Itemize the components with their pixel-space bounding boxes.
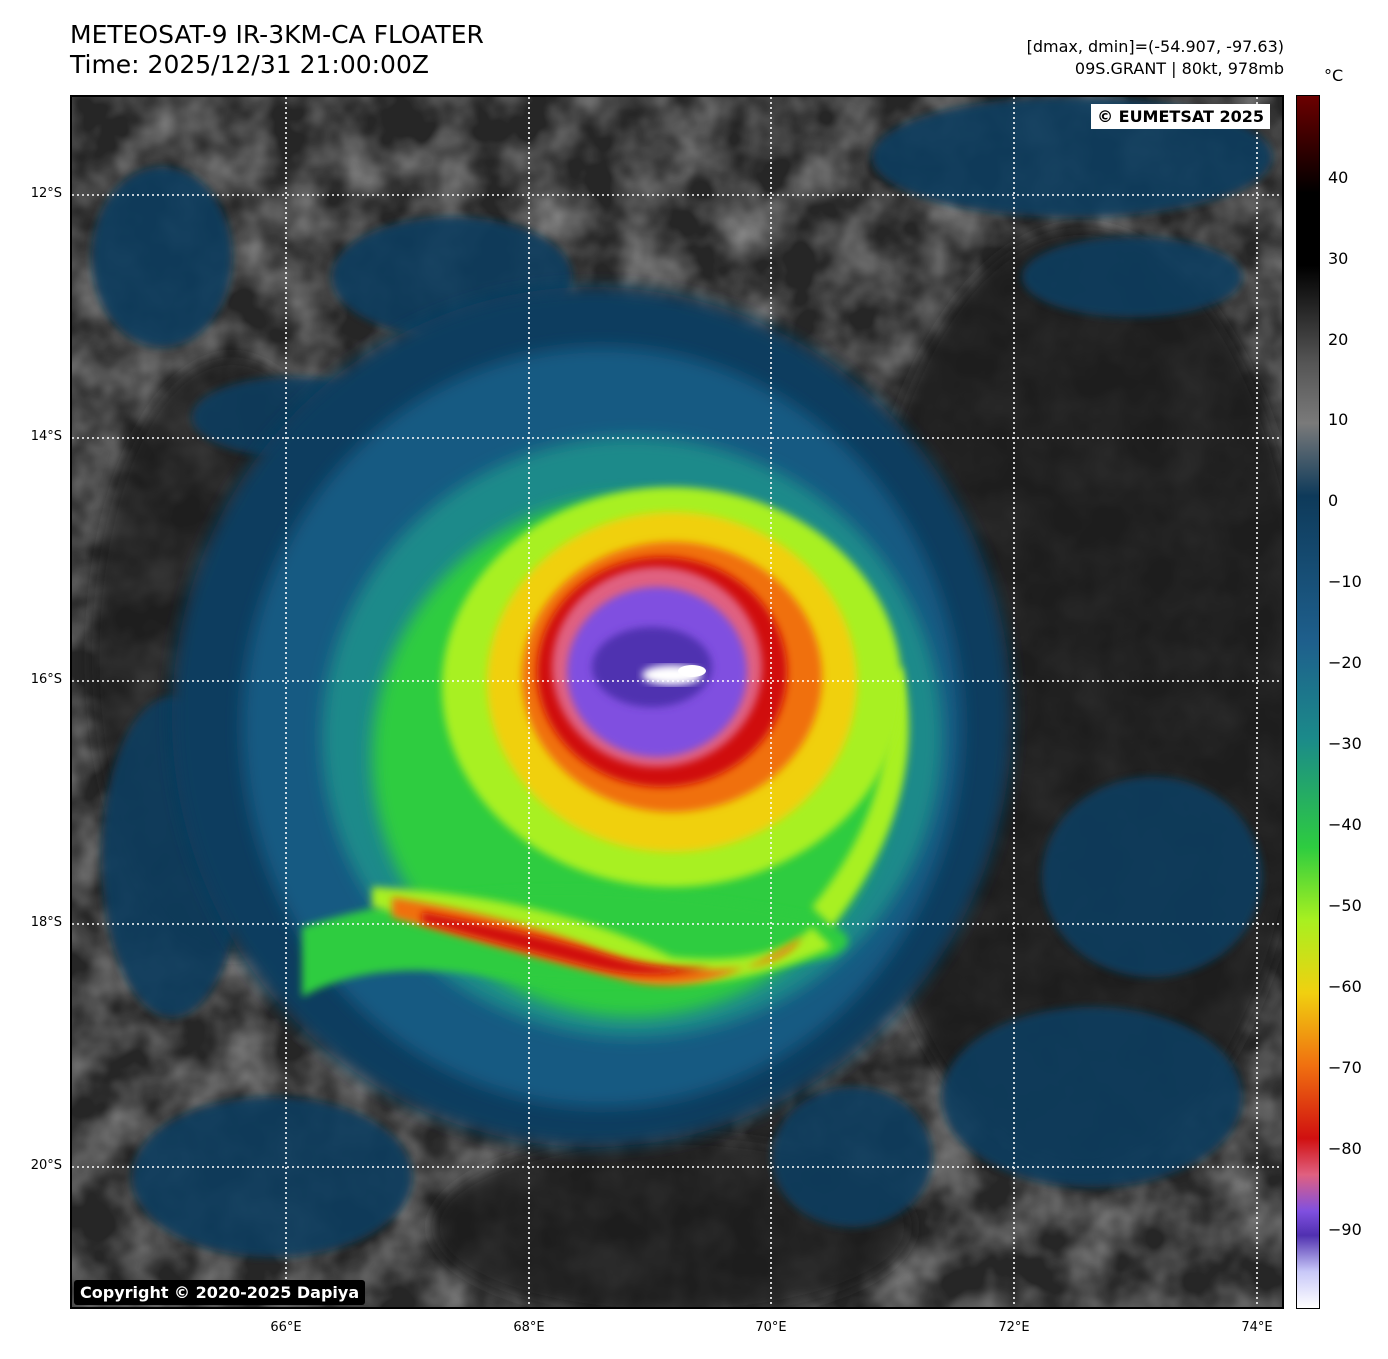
graticule (72, 97, 1282, 1307)
lon-label-72e: 72°E (998, 1320, 1030, 1335)
colorbar-unit: °C (1324, 66, 1344, 85)
lon-label-74e: 74°E (1241, 1320, 1273, 1335)
colorbar-tick: −90 (1328, 1220, 1362, 1239)
copyright-badge: Copyright © 2020-2025 Dapiya (74, 1280, 366, 1305)
eumetsat-watermark: © EUMETSAT 2025 (1091, 104, 1270, 129)
colorbar-tick: 20 (1328, 330, 1349, 349)
colorbar-tick: −30 (1328, 734, 1362, 753)
colorbar-tick: 30 (1328, 249, 1349, 268)
colorbar-tick: 0 (1328, 491, 1339, 510)
colorbar-tick: 10 (1328, 410, 1349, 429)
lat-label-12s: 12°S (30, 186, 62, 201)
colorbar-tick: −10 (1328, 572, 1362, 591)
colorbar (1296, 95, 1320, 1309)
colorbar-tick: −70 (1328, 1058, 1362, 1077)
range-text: [dmax, dmin]=(-54.907, -97.63) (1026, 37, 1284, 56)
satellite-map: © EUMETSAT 2025 Copyright © 2020-2025 Da… (70, 95, 1284, 1309)
timestamp: Time: 2025/12/31 21:00:00Z (70, 50, 429, 79)
lat-label-18s: 18°S (30, 915, 62, 930)
lon-label-70e: 70°E (755, 1320, 787, 1335)
colorbar-tick: −20 (1328, 653, 1362, 672)
colorbar-tick: −40 (1328, 815, 1362, 834)
colorbar-tick: −80 (1328, 1139, 1362, 1158)
colorbar-tick: 40 (1328, 168, 1349, 187)
colorbar-tick: −50 (1328, 896, 1362, 915)
lat-label-20s: 20°S (30, 1158, 62, 1173)
lon-label-68e: 68°E (513, 1320, 545, 1335)
colorbar-tick: −60 (1328, 977, 1362, 996)
storm-info: 09S.GRANT | 80kt, 978mb (1074, 59, 1284, 78)
chart-title: METEOSAT-9 IR-3KM-CA FLOATER (70, 20, 484, 49)
lon-label-66e: 66°E (270, 1320, 302, 1335)
lat-label-16s: 16°S (30, 672, 62, 687)
lat-label-14s: 14°S (30, 429, 62, 444)
ir-imagery (72, 97, 1282, 1307)
